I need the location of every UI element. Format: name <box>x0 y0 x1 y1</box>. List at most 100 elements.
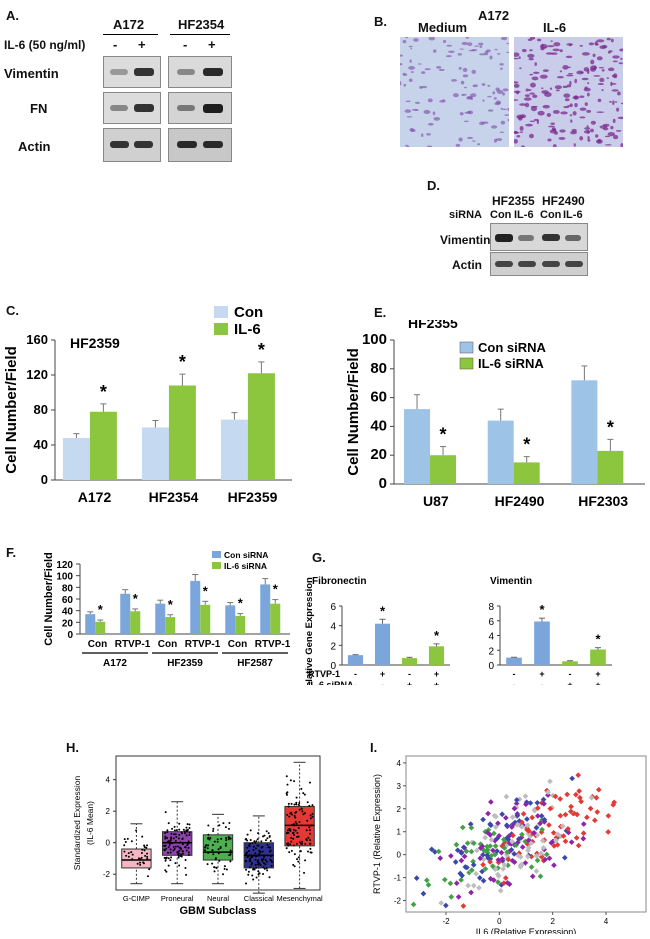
blot-a-sign: + <box>138 37 146 52</box>
data-point <box>168 842 171 845</box>
data-point <box>525 828 532 834</box>
data-point <box>247 850 250 853</box>
data-point <box>223 865 226 868</box>
cell-speck <box>500 120 506 125</box>
x-tick-label: HF2359 <box>228 489 278 505</box>
cell-speck <box>594 41 598 46</box>
data-point <box>543 851 550 858</box>
data-point <box>212 829 215 832</box>
data-point <box>180 855 183 858</box>
data-point <box>255 840 258 843</box>
cell-speck <box>514 52 520 57</box>
cell-speck <box>590 59 595 65</box>
panel-b-label: B. <box>374 14 387 29</box>
condition-sign: - <box>541 680 544 685</box>
data-point <box>270 859 273 862</box>
cell-speck <box>592 53 596 58</box>
data-point <box>179 853 182 856</box>
data-point <box>141 835 144 838</box>
bar <box>190 580 201 634</box>
data-point <box>296 835 299 838</box>
data-point <box>250 854 253 857</box>
y-tick-label: 1 <box>397 828 402 837</box>
cell-speck <box>406 116 413 118</box>
cell-speck <box>534 62 537 66</box>
data-point <box>227 836 230 839</box>
cell-speck <box>409 59 412 63</box>
y-axis-title: Cell Number/Field <box>43 552 55 646</box>
cell-speck <box>586 109 592 113</box>
cell-speck <box>607 67 615 72</box>
data-point <box>167 864 170 867</box>
data-point <box>225 868 228 871</box>
cell-speck <box>554 85 562 90</box>
x-axis-title: GBM Subclass <box>179 905 256 917</box>
data-point <box>529 873 536 880</box>
bar <box>141 427 169 480</box>
data-point <box>216 840 219 843</box>
data-point <box>292 863 295 866</box>
cell-speck <box>601 89 604 92</box>
significance-star: * <box>98 602 104 617</box>
data-point <box>303 793 306 796</box>
data-point <box>225 839 228 842</box>
cell-speck <box>529 120 536 123</box>
data-point <box>227 827 230 830</box>
data-point <box>300 842 303 845</box>
data-point <box>208 838 211 841</box>
data-point <box>184 832 187 835</box>
blot-d-cell-hf2355: HF2355 <box>492 194 535 208</box>
blot-d-lane: IL-6 <box>563 209 583 221</box>
cell-speck <box>606 77 610 79</box>
data-point <box>538 813 545 819</box>
data-point <box>496 833 502 839</box>
data-point <box>538 854 545 860</box>
data-point <box>123 850 126 853</box>
data-point <box>264 858 267 861</box>
cell-speck <box>576 70 584 75</box>
data-point <box>174 845 177 848</box>
data-point <box>164 835 167 838</box>
cell-speck <box>565 74 574 77</box>
data-point <box>254 855 257 858</box>
condition-sign: - <box>354 680 357 685</box>
cell-speck <box>574 103 578 108</box>
micrograph-medium <box>400 37 509 147</box>
cell-speck <box>602 123 610 127</box>
bar <box>220 419 248 480</box>
cell-speck <box>506 51 509 54</box>
data-point <box>213 840 216 843</box>
cell-speck <box>452 93 459 98</box>
bar <box>120 593 131 634</box>
y-axis-title: Standardized Expression <box>72 775 82 870</box>
data-point <box>130 840 133 843</box>
cell-speck <box>482 99 485 102</box>
data-point <box>252 878 255 881</box>
cell-speck <box>551 127 556 132</box>
data-point <box>244 854 247 857</box>
data-point <box>289 779 292 782</box>
data-point <box>131 858 134 861</box>
y-tick-label: 160 <box>26 332 48 347</box>
data-point <box>248 866 251 869</box>
cell-speck <box>596 39 605 43</box>
data-point <box>127 855 130 858</box>
data-point <box>268 846 271 849</box>
cell-speck <box>570 131 577 135</box>
data-point <box>251 874 254 877</box>
data-point <box>464 864 470 871</box>
cell-speck <box>594 65 597 70</box>
data-point <box>145 846 148 849</box>
data-point <box>425 882 432 888</box>
data-point <box>297 860 300 863</box>
data-point <box>301 810 304 813</box>
cell-speck <box>609 100 612 103</box>
cell-speck <box>472 85 478 88</box>
cell-speck <box>458 137 463 142</box>
data-point <box>492 866 499 872</box>
cell-speck <box>580 71 584 74</box>
cell-speck <box>504 114 509 116</box>
data-point <box>182 828 185 831</box>
data-point <box>177 837 180 840</box>
data-point <box>249 838 252 841</box>
